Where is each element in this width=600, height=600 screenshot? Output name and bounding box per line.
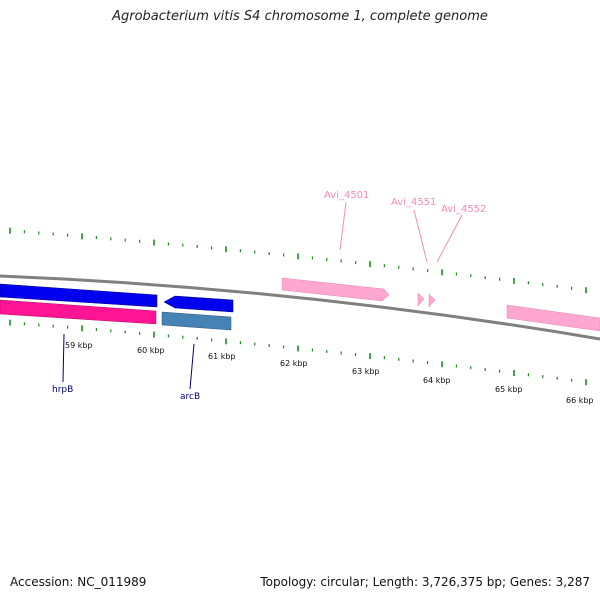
- gene-pink-right-arrow: [506, 304, 600, 332]
- gene-label-arcB: arcB: [180, 392, 200, 402]
- gene-avi4552-arrow: [428, 293, 436, 308]
- scale-label-64kbp: 64 kbp: [423, 376, 451, 385]
- gene-label-hrpB: hrpB: [52, 385, 73, 395]
- map-title: Agrobacterium vitis S4 chromosome 1, com…: [112, 9, 488, 24]
- genome-backbone: [0, 274, 600, 341]
- gene-label-avi4552: Avi_4552: [441, 204, 486, 215]
- gene-avi4551-arrow: [417, 292, 425, 307]
- gene-label-avi4551: Avi_4551: [391, 197, 436, 208]
- scale-label-66kbp: 66 kbp: [566, 396, 594, 405]
- gene-steel-band: [161, 311, 232, 331]
- avi4551-leader-line: [413, 209, 428, 263]
- avi4501-leader-line: [339, 201, 347, 251]
- gene-arcB-arrow: [163, 295, 234, 313]
- arcB-leader-line: [189, 343, 195, 390]
- avi4552-leader-line: [436, 214, 463, 263]
- gene-magenta-band: [0, 299, 157, 325]
- outer-tick-row: [9, 227, 587, 294]
- scale-label-65kbp: 65 kbp: [495, 385, 523, 394]
- scale-label-61kbp: 61 kbp: [208, 352, 236, 361]
- inner-tick-row: [9, 319, 587, 386]
- scale-label-60kbp: 60 kbp: [137, 346, 165, 355]
- scale-label-63kbp: 63 kbp: [352, 367, 380, 376]
- scale-label-59kbp: 59 kbp: [65, 341, 93, 350]
- accession-text: Accession: NC_011989: [10, 575, 147, 589]
- gene-hrpB-arrow: [0, 283, 158, 308]
- genome-stats-text: Topology: circular; Length: 3,726,375 bp…: [260, 575, 590, 589]
- gene-avi4501-arrow: [281, 277, 390, 302]
- hrpB-leader-line: [62, 333, 65, 383]
- scale-label-62kbp: 62 kbp: [280, 359, 308, 368]
- gene-label-avi4501: Avi_4501: [324, 190, 369, 201]
